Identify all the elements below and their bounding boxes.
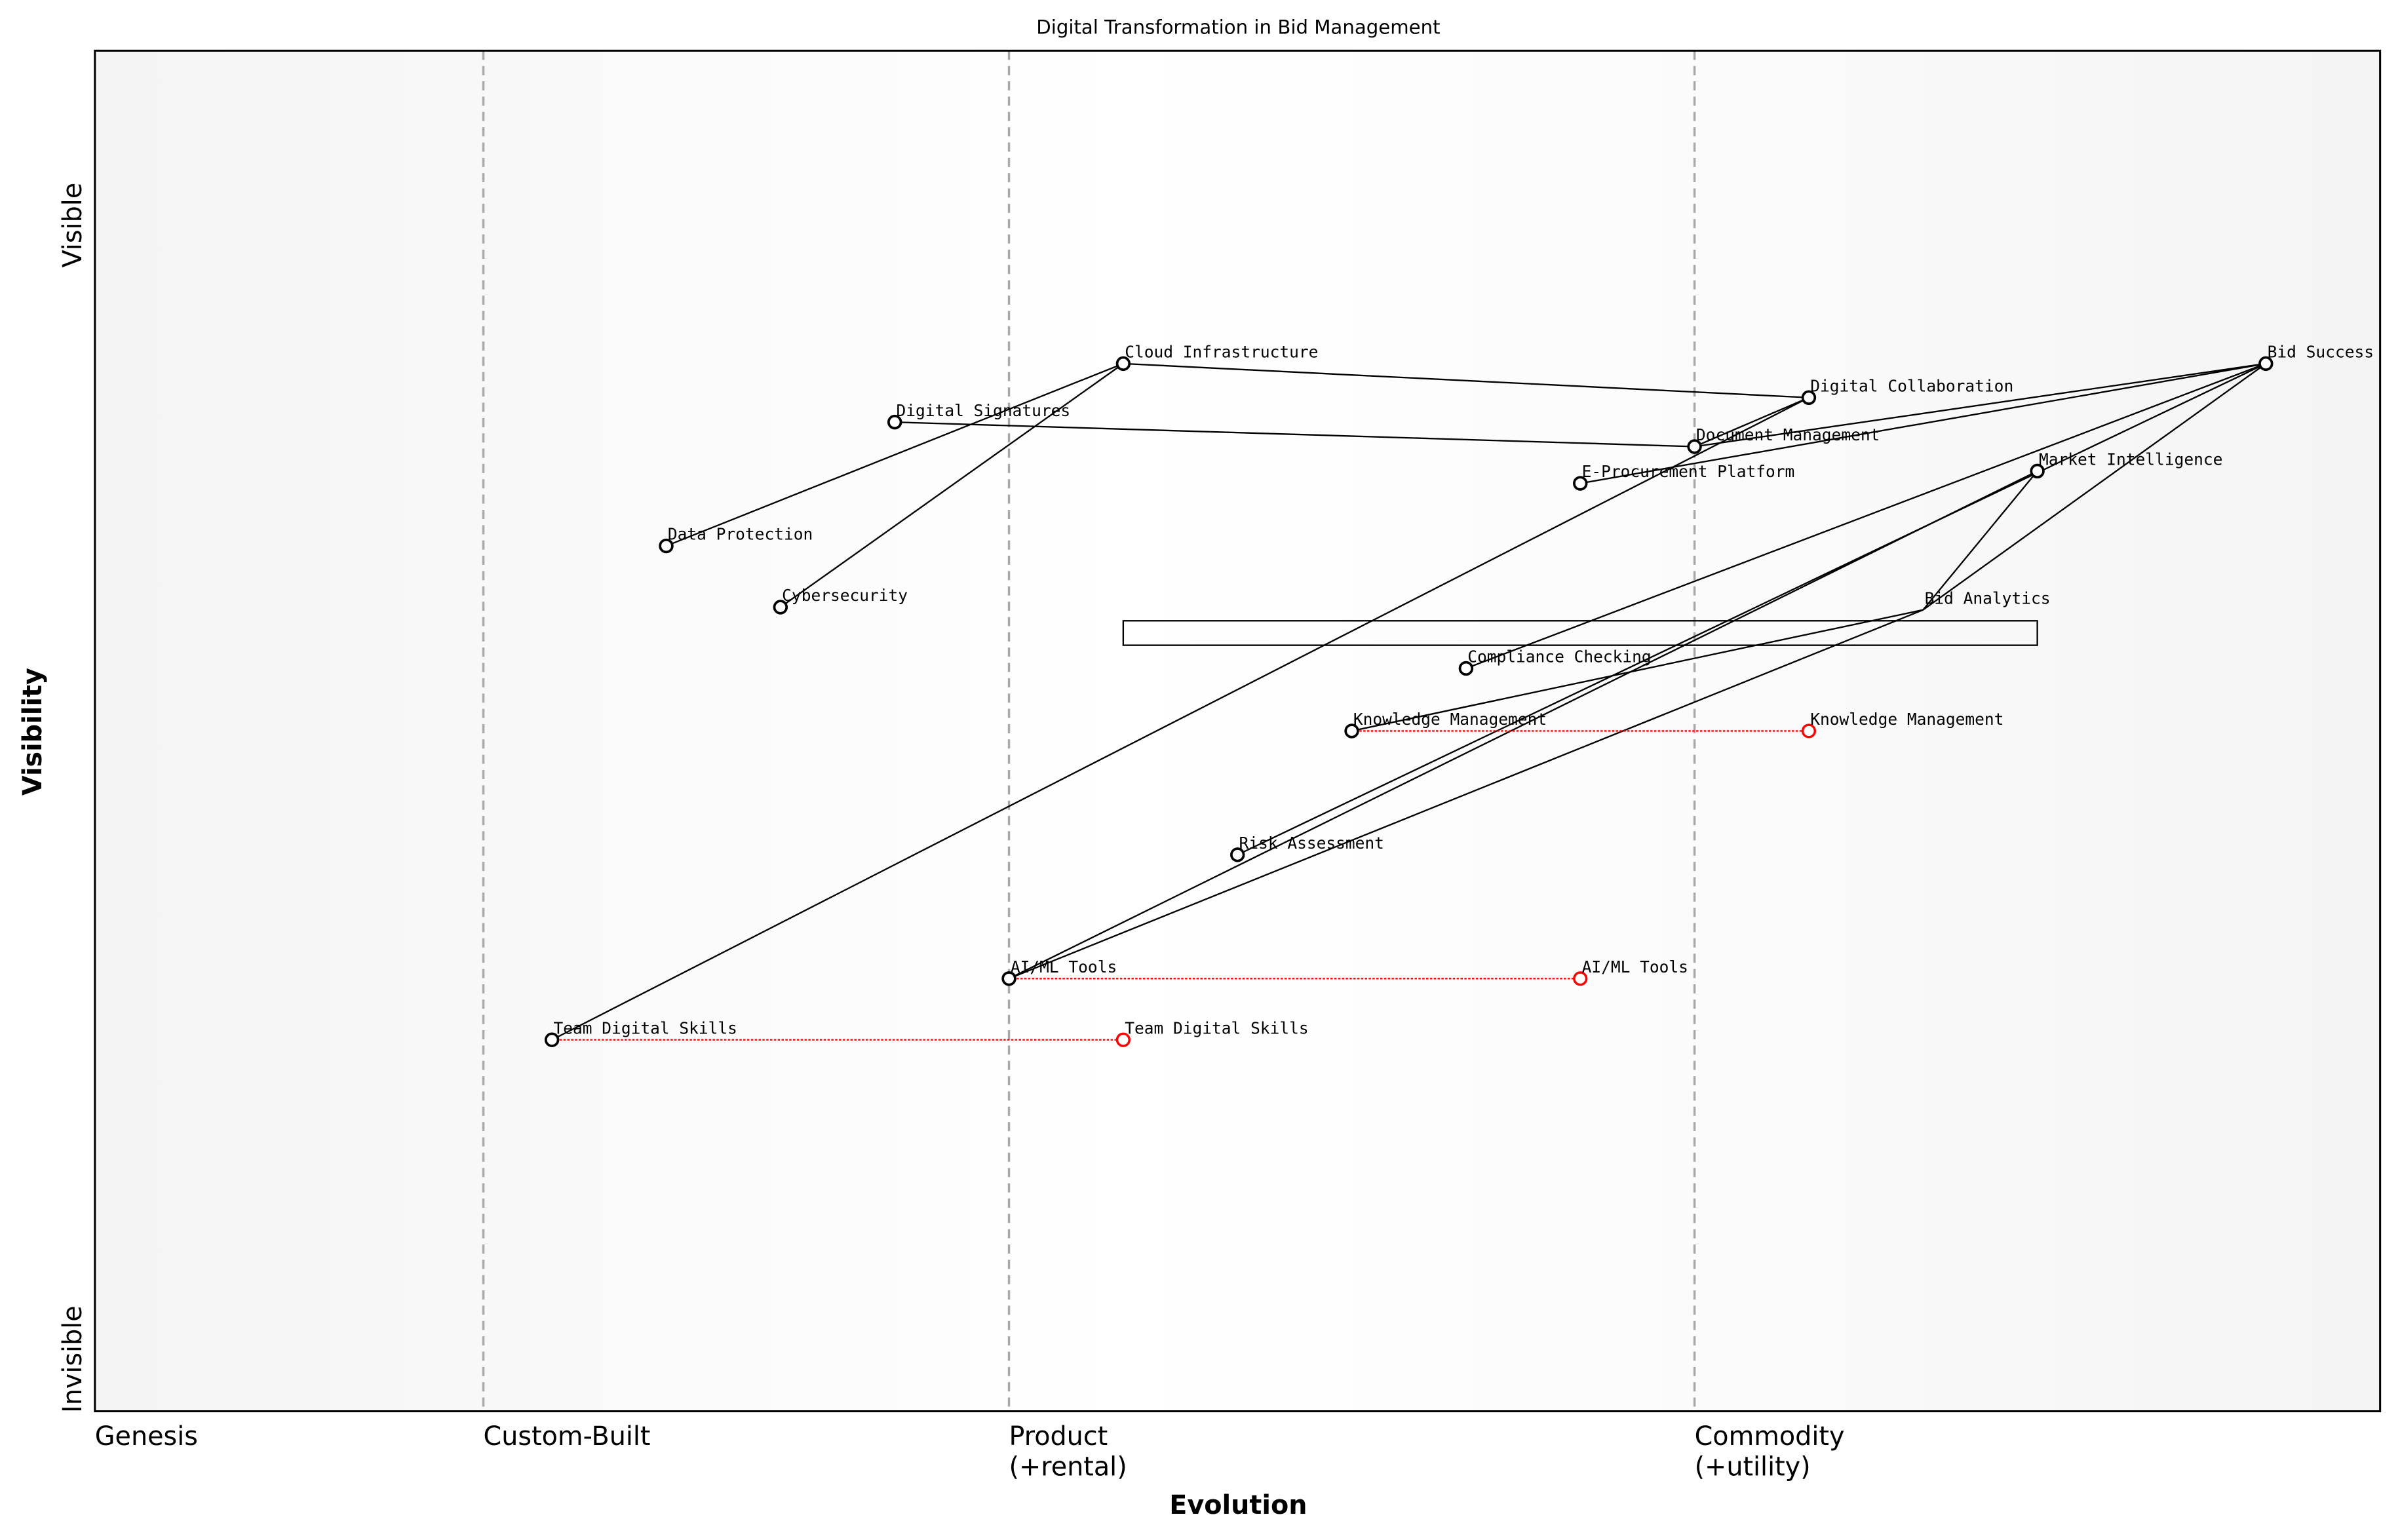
- component-label: Data Protection: [668, 525, 813, 544]
- plot-frame: [94, 49, 2382, 1413]
- component-marker: [1115, 356, 1131, 372]
- component-marker: [2258, 356, 2274, 372]
- link-line: [1922, 471, 2038, 611]
- component-label: Bid Analytics: [1925, 588, 2051, 607]
- component-label: Knowledge Management: [1353, 710, 1547, 729]
- annotation-box: [1122, 620, 2038, 646]
- component-label: Cloud Infrastructure: [1125, 343, 1318, 362]
- evolved-component-marker: [1801, 723, 1817, 739]
- component-label: Digital Signatures: [897, 401, 1071, 420]
- evolved-component-marker: [1573, 971, 1588, 986]
- stage-sublabel: (+rental): [1009, 1452, 1127, 1482]
- component-marker: [773, 600, 788, 615]
- evolved-component-marker: [1115, 1032, 1131, 1047]
- y-top-label: Visible: [58, 183, 88, 268]
- component-label: Team Digital Skills: [554, 1018, 737, 1037]
- link-line: [1694, 362, 2266, 448]
- component-marker: [2030, 463, 2045, 479]
- link-line: [1922, 362, 2266, 611]
- component-marker: [1801, 390, 1817, 405]
- link-line: [1009, 470, 2038, 980]
- component-marker: [659, 538, 674, 554]
- component-label: Market Intelligence: [2039, 450, 2222, 469]
- component-label: Compliance Checking: [1467, 647, 1651, 666]
- component-label: Document Management: [1696, 425, 1880, 444]
- component-label: Bid Success: [2268, 343, 2374, 362]
- link-line: [1465, 362, 2266, 670]
- component-marker: [544, 1032, 560, 1047]
- link-line: [1580, 362, 2266, 484]
- component-marker: [1458, 661, 1474, 676]
- component-marker: [1687, 439, 1702, 454]
- link-line: [666, 362, 1124, 547]
- stage-label: Product: [1009, 1421, 1108, 1452]
- link-line: [895, 421, 1695, 448]
- evolved-component-label: AI/ML Tools: [1582, 957, 1688, 976]
- evolved-component-label: Knowledge Management: [1810, 710, 2003, 729]
- component-label: Cybersecurity: [782, 586, 908, 605]
- y-bottom-label: Invisible: [58, 1305, 88, 1413]
- component-marker: [1573, 476, 1588, 491]
- component-marker: [1230, 847, 1245, 862]
- stage-sublabel: (+utility): [1695, 1452, 1811, 1482]
- link-line: [1237, 362, 2266, 856]
- component-label: E-Procurement Platform: [1582, 462, 1795, 481]
- component-label: Risk Assessment: [1239, 834, 1384, 853]
- evolved-component-label: Team Digital Skills: [1125, 1018, 1308, 1037]
- plot-background: [94, 50, 2380, 1412]
- component-label: Digital Collaboration: [1810, 376, 2013, 395]
- link-line: [1351, 609, 1924, 732]
- component-marker: [887, 414, 902, 430]
- link-line: [1694, 396, 1810, 448]
- stage-label: Commodity: [1695, 1421, 1845, 1452]
- component-label: AI/ML Tools: [1011, 957, 1117, 976]
- y-axis-label: Visibility: [18, 668, 48, 796]
- x-axis-label: Evolution: [1169, 1490, 1307, 1520]
- link-line: [1009, 609, 1924, 980]
- link-line: [1123, 362, 1809, 398]
- stage-label: Custom-Built: [484, 1421, 651, 1452]
- chart-title: Digital Transformation in Bid Management: [1036, 16, 1440, 39]
- link-line: [551, 396, 1810, 1041]
- stage-label: Genesis: [95, 1421, 198, 1452]
- link-line: [780, 362, 1124, 608]
- component-marker: [1001, 971, 1016, 986]
- component-marker: [1344, 723, 1359, 739]
